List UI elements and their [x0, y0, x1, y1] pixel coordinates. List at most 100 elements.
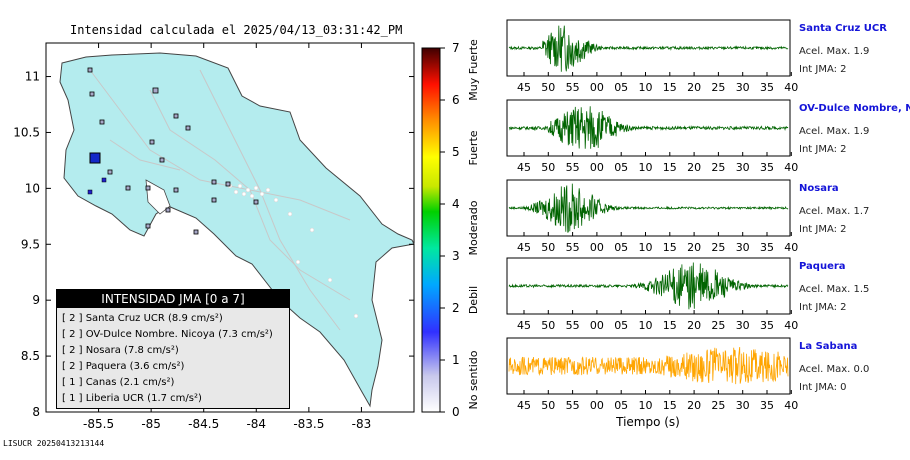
- waveform-tick-label: 10: [639, 81, 653, 94]
- waveform-panel: 45 50 55 00 05 10 15 20 25 30 35 40: [506, 179, 798, 254]
- legend-items: [ 2 ] Santa Cruz UCR (8.9 cm/s²)[ 2 ] OV…: [57, 308, 289, 407]
- waveform-tick-label: 10: [639, 161, 653, 174]
- waveform-tick-label: 10: [639, 319, 653, 332]
- waveform-panel: 45 50 55 00 05 10 15 20 25 30 35 40: [506, 257, 798, 332]
- waveform-tick-label: 30: [736, 81, 750, 94]
- map-y-tick-label: 10: [25, 181, 40, 195]
- map-x-tick-label: -83.5: [293, 417, 324, 431]
- legend-item-text: Paquera (3.6 cm/s²): [85, 361, 185, 372]
- waveform-tick-label: 40: [784, 319, 798, 332]
- waveform-tick-label: 25: [711, 81, 725, 94]
- station-int-jma: Int JMA: 2: [799, 64, 847, 75]
- waveform-tick-label: 30: [736, 161, 750, 174]
- legend-item-level: [ 2 ]: [62, 313, 86, 324]
- station-acel-max: Acel. Max. 1.9: [799, 46, 870, 57]
- legend-item-text: Nosara (7.8 cm/s²): [85, 345, 179, 356]
- waveform-tick-label: 55: [566, 241, 580, 254]
- waveform-tick-label: 05: [614, 399, 628, 412]
- waveform-tick-label: 15: [663, 399, 677, 412]
- waveform-tick-label: 35: [760, 319, 774, 332]
- waveform-tick-label: 40: [784, 81, 798, 94]
- colorbar-category-label: No sentido: [467, 350, 480, 409]
- waveform-tick-label: 45: [517, 241, 531, 254]
- map-x-tick-label: -84: [246, 417, 266, 431]
- colorbar-tick-label: 0: [452, 405, 460, 419]
- legend-box: INTENSIDAD JMA [0 a 7] [ 2 ] Santa Cruz …: [56, 289, 290, 409]
- waveform-line: [508, 106, 789, 149]
- waveform-tick-label: 50: [541, 81, 555, 94]
- legend-item: [ 2 ] Nosara (7.8 cm/s²): [62, 343, 284, 359]
- station-santa-cruz-large: [89, 152, 101, 164]
- waveform-tick-label: 50: [541, 241, 555, 254]
- waveform-tick-label: 20: [687, 161, 701, 174]
- station-name: La Sabana: [799, 341, 858, 352]
- waveform-tick-label: 55: [566, 161, 580, 174]
- waveform-tick-label: 10: [639, 399, 653, 412]
- colorbar-tick-label: 3: [452, 249, 460, 263]
- waveform-panel: 45 50 55 00 05 10 15 20 25 30 35 40: [506, 19, 798, 94]
- legend-item: [ 1 ] Liberia UCR (1.7 cm/s²): [62, 391, 284, 407]
- waveform-tick-label: 15: [663, 319, 677, 332]
- chart-title: Intensidad calculada el 2025/04/13_03:31…: [70, 23, 403, 37]
- waveform-tick-label: 05: [614, 241, 628, 254]
- intensity-stations: [87, 152, 107, 195]
- waveform-tick-label: 20: [687, 241, 701, 254]
- colorbar-category-label: Moderado: [467, 200, 480, 255]
- legend-item-level: [ 2 ]: [62, 345, 86, 356]
- town-dots: [227, 183, 359, 319]
- station-acel-max: Acel. Max. 0.0: [799, 364, 870, 375]
- colorbar-category-label: Debil: [467, 286, 480, 314]
- waveform-line: [508, 25, 789, 72]
- waveform-tick-label: 55: [566, 399, 580, 412]
- waveform-tick-label: 45: [517, 81, 531, 94]
- station-int-jma: Int JMA: 2: [799, 224, 847, 235]
- waveform-tick-label: 25: [711, 399, 725, 412]
- waveform-tick-label: 35: [760, 399, 774, 412]
- waveform-tick-label: 20: [687, 319, 701, 332]
- map-y-tick-label: 8: [32, 405, 40, 419]
- waveform-tick-label: 00: [590, 161, 604, 174]
- waveform-tick-label: 45: [517, 161, 531, 174]
- waveform-tick-label: 20: [687, 81, 701, 94]
- waveform-tick-label: 50: [541, 399, 555, 412]
- colorbar-labels: No sentido Debil Moderado Fuerte Muy Fuerte: [467, 39, 480, 410]
- waveform-tick-label: 35: [760, 161, 774, 174]
- station-acel-max: Acel. Max. 1.5: [799, 284, 870, 295]
- map-y-tick-label: 11: [25, 70, 40, 84]
- colorbar: 0 1 2 3 4 5 6 7 No sentido Debil Moderado Fuerte Mu…: [421, 39, 480, 419]
- waveform-tick-label: 20: [687, 399, 701, 412]
- legend-item-level: [ 1 ]: [62, 393, 86, 404]
- waveform-tick-label: 30: [736, 399, 750, 412]
- colorbar-category-label: Muy Fuerte: [467, 39, 480, 101]
- waveform-tick-label: 05: [614, 161, 628, 174]
- waveform-line: [508, 183, 789, 233]
- station-acel-max: Acel. Max. 1.9: [799, 126, 870, 137]
- legend-item-level: [ 2 ]: [62, 329, 86, 340]
- colorbar-tick-label: 2: [452, 301, 460, 315]
- colorbar-tick-label: 5: [452, 145, 460, 159]
- waveform-tick-label: 00: [590, 399, 604, 412]
- waveform-tick-label: 50: [541, 161, 555, 174]
- waveform-tick-label: 35: [760, 241, 774, 254]
- legend-item: [ 2 ] Paquera (3.6 cm/s²): [62, 359, 284, 375]
- map-y-ticks: 11 10.5 10 9.5 9 8.5 8: [13, 70, 414, 419]
- station-int-jma: Int JMA: 2: [799, 302, 847, 313]
- waveform-tick-label: 40: [784, 161, 798, 174]
- waveform-tick-label: 35: [760, 81, 774, 94]
- waveform-tick-label: 05: [614, 319, 628, 332]
- colorbar-ticks: 0 1 2 3 4 5 6 7: [440, 41, 460, 419]
- waveform-tick-label: 15: [663, 241, 677, 254]
- legend-item: [ 1 ] Canas (2.1 cm/s²): [62, 375, 284, 391]
- waveform-tick-label: 25: [711, 319, 725, 332]
- station-name: Nosara: [799, 183, 839, 194]
- colorbar-gradient: [421, 47, 441, 413]
- colorbar-tick-label: 4: [452, 197, 460, 211]
- station-acel-max: Acel. Max. 1.7: [799, 206, 870, 217]
- colorbar-tick-label: 7: [452, 41, 460, 55]
- gulf-of-nicoya: [145, 179, 171, 215]
- roads: [89, 69, 351, 331]
- map-y-tick-label: 10.5: [13, 125, 40, 139]
- waveform-tick-label: 15: [663, 161, 677, 174]
- map-y-tick-label: 8.5: [21, 349, 40, 363]
- waveform-panel: 45 50 55 00 05 10 15 20 25 30 35 40: [506, 99, 798, 174]
